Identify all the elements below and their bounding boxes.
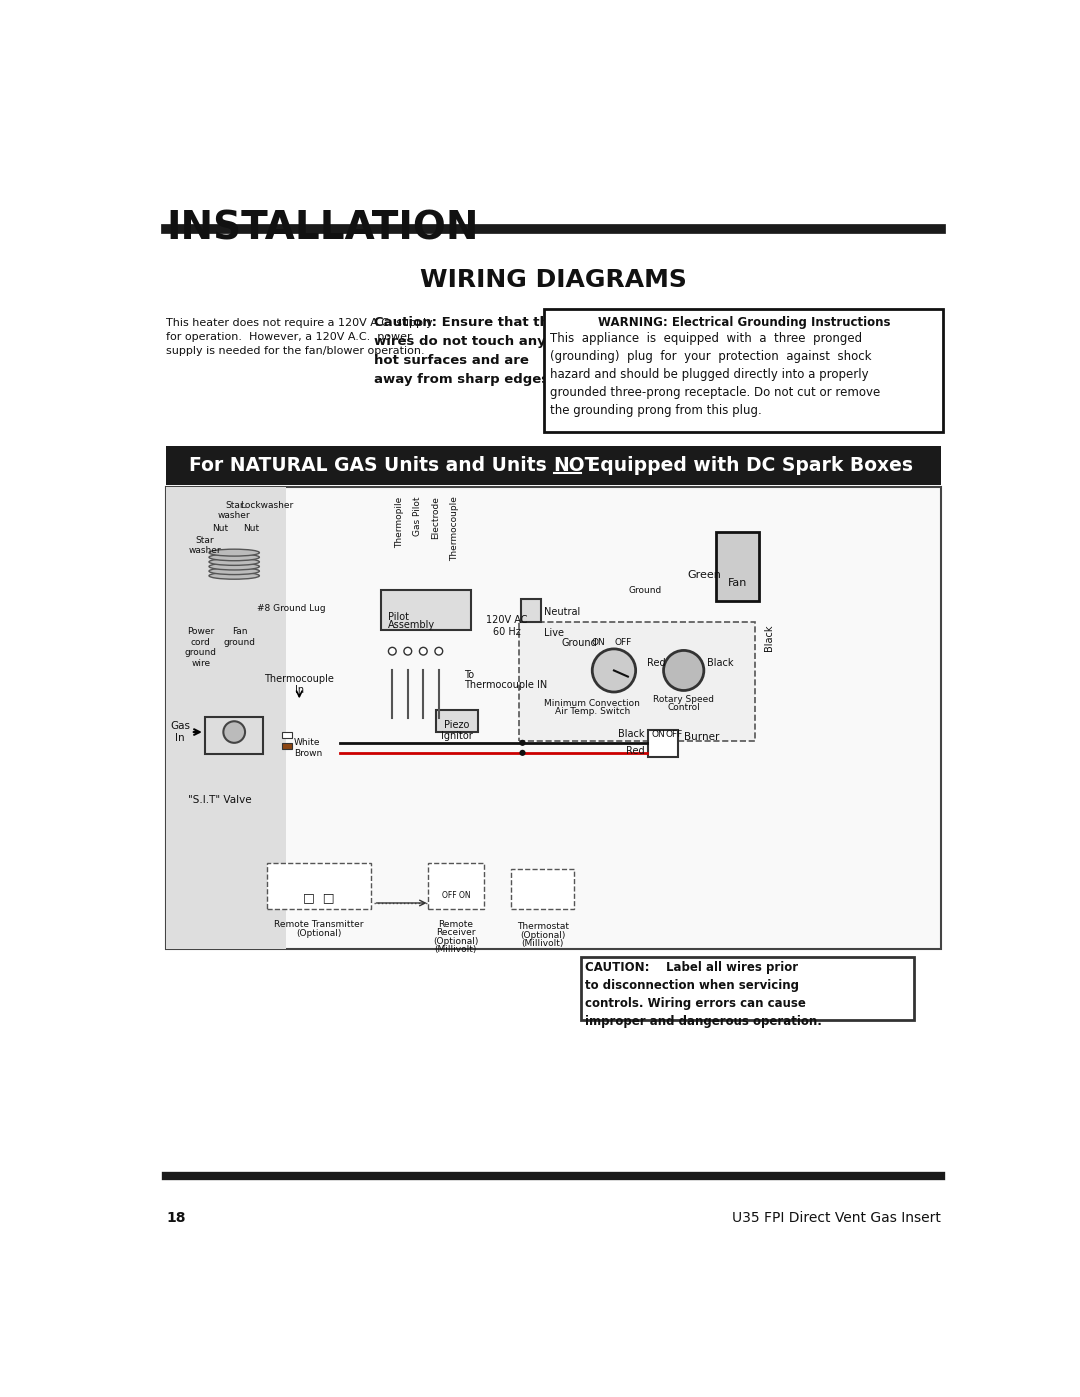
Text: OFF: OFF bbox=[665, 729, 683, 739]
Text: Burner: Burner bbox=[684, 732, 719, 742]
Bar bbox=[282, 732, 293, 738]
Bar bbox=[166, 488, 286, 949]
Circle shape bbox=[592, 648, 636, 692]
Bar bbox=[282, 743, 293, 749]
Text: This heater does not require a 120V A.C. supply
for operation.  However, a 120V : This heater does not require a 120V A.C.… bbox=[166, 317, 433, 356]
Text: Live: Live bbox=[544, 629, 564, 638]
Text: (Millivolt): (Millivolt) bbox=[522, 939, 564, 949]
Text: Black: Black bbox=[619, 729, 645, 739]
Text: Assembly: Assembly bbox=[388, 620, 435, 630]
Bar bbox=[648, 729, 677, 757]
Bar bbox=[518, 622, 755, 742]
Text: U35 FPI Direct Vent Gas Insert: U35 FPI Direct Vent Gas Insert bbox=[732, 1211, 941, 1225]
Text: (Optional): (Optional) bbox=[296, 929, 341, 939]
Text: Power
cord
ground
wire: Power cord ground wire bbox=[185, 627, 217, 668]
Bar bbox=[716, 532, 759, 601]
Text: ON: ON bbox=[651, 729, 665, 739]
Ellipse shape bbox=[210, 567, 259, 574]
Circle shape bbox=[419, 647, 428, 655]
Text: Brown: Brown bbox=[294, 749, 322, 759]
Text: Neutral: Neutral bbox=[544, 606, 580, 617]
Text: Ground: Ground bbox=[629, 585, 662, 595]
Text: Air Temp. Switch: Air Temp. Switch bbox=[555, 707, 630, 715]
Bar bbox=[166, 447, 941, 485]
Text: Lockwasher: Lockwasher bbox=[240, 502, 294, 510]
Text: Electrode: Electrode bbox=[431, 496, 441, 539]
Text: "S.I.T" Valve: "S.I.T" Valve bbox=[188, 795, 252, 805]
Text: Fan
ground: Fan ground bbox=[224, 627, 256, 647]
Text: OFF: OFF bbox=[615, 638, 632, 647]
Text: Thermocouple: Thermocouple bbox=[449, 496, 459, 562]
Ellipse shape bbox=[210, 559, 259, 566]
Text: Green: Green bbox=[688, 570, 721, 580]
Ellipse shape bbox=[210, 573, 259, 580]
Text: INSTALLATION: INSTALLATION bbox=[166, 210, 478, 249]
Ellipse shape bbox=[210, 563, 259, 570]
Text: Equipped with DC Spark Boxes: Equipped with DC Spark Boxes bbox=[581, 457, 914, 475]
Text: Thermocouple
In: Thermocouple In bbox=[265, 673, 334, 696]
Text: WARNING: Electrical Grounding Instructions: WARNING: Electrical Grounding Instructio… bbox=[597, 316, 890, 330]
Text: Pilot: Pilot bbox=[388, 612, 408, 622]
Text: White: White bbox=[294, 739, 321, 747]
Bar bbox=[544, 309, 943, 432]
Text: Red: Red bbox=[626, 746, 645, 756]
Text: Control: Control bbox=[667, 703, 700, 712]
Text: Rotary Speed: Rotary Speed bbox=[653, 696, 714, 704]
Text: Nut: Nut bbox=[243, 524, 259, 534]
Text: (Optional): (Optional) bbox=[433, 937, 478, 946]
Text: 120V AC
60 Hz: 120V AC 60 Hz bbox=[486, 615, 528, 637]
Bar bbox=[381, 590, 471, 630]
Text: Thermopile: Thermopile bbox=[395, 496, 405, 548]
Text: ON: ON bbox=[592, 638, 605, 647]
Text: Caution: Ensure that the
wires do not touch any
hot surfaces and are
away from s: Caution: Ensure that the wires do not to… bbox=[374, 316, 557, 386]
Circle shape bbox=[663, 651, 704, 690]
Text: CAUTION:    Label all wires prior
to disconnection when servicing
controls. Wiri: CAUTION: Label all wires prior to discon… bbox=[585, 961, 822, 1028]
Ellipse shape bbox=[210, 553, 259, 560]
Text: NOT: NOT bbox=[554, 457, 598, 475]
Text: (Millivolt): (Millivolt) bbox=[434, 946, 477, 954]
Text: Thermostat: Thermostat bbox=[516, 922, 569, 932]
Text: Remote Transmitter: Remote Transmitter bbox=[274, 921, 364, 929]
Bar bbox=[166, 488, 941, 949]
Circle shape bbox=[435, 647, 443, 655]
Text: Star
washer: Star washer bbox=[218, 502, 251, 521]
Text: #8 Ground Lug: #8 Ground Lug bbox=[257, 605, 326, 613]
Text: □  □: □ □ bbox=[302, 891, 335, 904]
Text: Remote: Remote bbox=[438, 921, 473, 929]
Text: Piezo
Ignitor: Piezo Ignitor bbox=[441, 719, 473, 742]
Text: Receiver: Receiver bbox=[436, 929, 475, 937]
Text: Nut: Nut bbox=[212, 524, 228, 534]
Ellipse shape bbox=[210, 549, 259, 556]
Bar bbox=[267, 863, 372, 909]
Text: Fan: Fan bbox=[728, 578, 747, 588]
Bar bbox=[511, 869, 575, 909]
Bar bbox=[581, 957, 914, 1020]
Bar bbox=[435, 711, 478, 732]
Bar bbox=[428, 863, 484, 909]
Text: Black: Black bbox=[707, 658, 733, 668]
Text: Gas
In: Gas In bbox=[170, 721, 190, 743]
Text: This  appliance  is  equipped  with  a  three  pronged
(grounding)  plug  for  y: This appliance is equipped with a three … bbox=[551, 331, 880, 416]
Text: Ground: Ground bbox=[562, 637, 597, 648]
Text: For NATURAL GAS Units and Units: For NATURAL GAS Units and Units bbox=[189, 457, 554, 475]
Circle shape bbox=[404, 647, 411, 655]
Circle shape bbox=[519, 740, 526, 746]
Text: OFF ON: OFF ON bbox=[442, 891, 470, 901]
Circle shape bbox=[519, 750, 526, 756]
Text: WIRING DIAGRAMS: WIRING DIAGRAMS bbox=[420, 268, 687, 292]
Circle shape bbox=[389, 647, 396, 655]
Text: Star
washer: Star washer bbox=[188, 535, 221, 555]
Text: (Optional): (Optional) bbox=[519, 930, 565, 940]
Text: Gas Pilot: Gas Pilot bbox=[414, 496, 422, 536]
Text: Minimum Convection: Minimum Convection bbox=[544, 698, 640, 708]
Circle shape bbox=[224, 721, 245, 743]
Text: Red: Red bbox=[647, 658, 665, 668]
Bar bbox=[521, 599, 541, 622]
Text: To: To bbox=[464, 671, 474, 680]
Text: Thermocouple IN: Thermocouple IN bbox=[464, 680, 548, 690]
Text: 18: 18 bbox=[166, 1211, 186, 1225]
Bar bbox=[205, 718, 262, 754]
Text: Black: Black bbox=[765, 624, 774, 651]
